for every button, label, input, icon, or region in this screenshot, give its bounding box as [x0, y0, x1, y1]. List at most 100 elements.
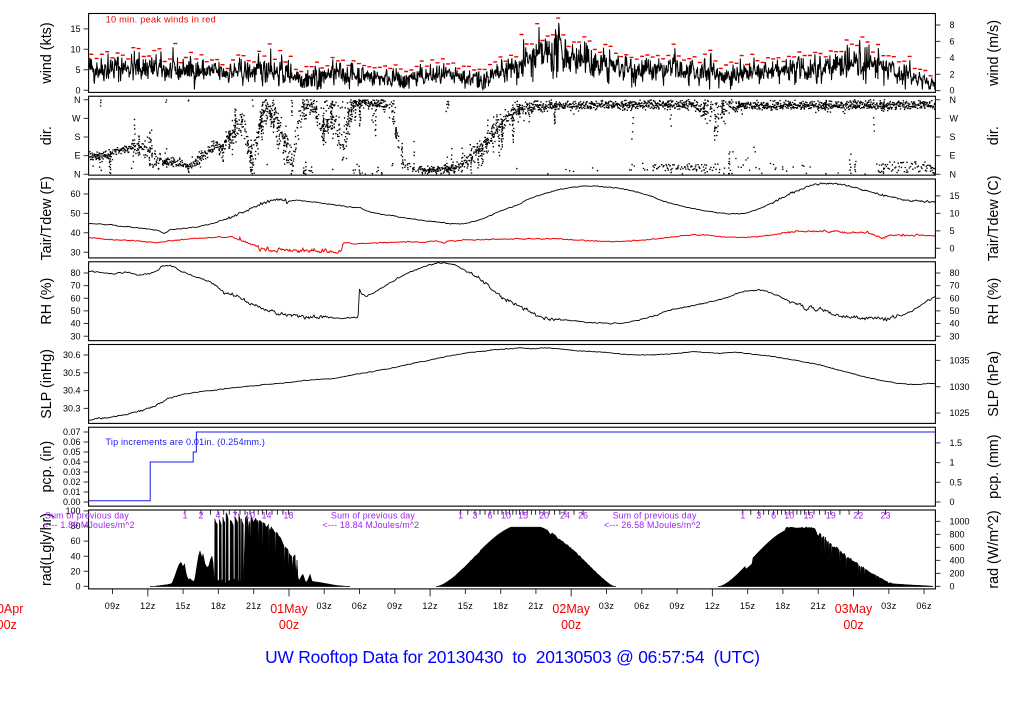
svg-text:00z: 00z	[843, 618, 863, 632]
svg-text:01May: 01May	[270, 602, 308, 616]
svg-text:6: 6	[771, 511, 776, 521]
svg-text:8: 8	[950, 20, 955, 30]
svg-text:09z: 09z	[387, 601, 403, 611]
svg-text:wind (m/s): wind (m/s)	[986, 20, 1002, 87]
svg-text:0.01: 0.01	[63, 487, 81, 497]
svg-text:22: 22	[853, 511, 863, 521]
svg-text:06z: 06z	[916, 601, 932, 611]
svg-text:18z: 18z	[211, 601, 227, 611]
svg-text:10: 10	[501, 511, 511, 521]
svg-text:1025: 1025	[950, 408, 970, 418]
svg-text:1035: 1035	[950, 356, 970, 366]
svg-text:4: 4	[950, 53, 955, 63]
svg-text:50: 50	[70, 209, 80, 219]
svg-text:12z: 12z	[422, 601, 438, 611]
svg-text:0.06: 0.06	[63, 437, 81, 447]
svg-text:rad (W/m^2): rad (W/m^2)	[986, 510, 1002, 588]
svg-text:03z: 03z	[599, 601, 615, 611]
svg-text:50: 50	[70, 306, 80, 316]
svg-text:2: 2	[198, 511, 203, 521]
svg-text:SLP (hPa): SLP (hPa)	[986, 351, 1002, 417]
svg-text:12z: 12z	[140, 601, 156, 611]
svg-text:50: 50	[950, 306, 960, 316]
svg-text:03z: 03z	[316, 601, 332, 611]
svg-text:pcp. (mm): pcp. (mm)	[986, 435, 1002, 499]
svg-text:15: 15	[803, 511, 813, 521]
svg-text:60: 60	[950, 293, 960, 303]
svg-text:dir.: dir.	[986, 126, 1002, 145]
svg-text:0.05: 0.05	[63, 447, 81, 457]
svg-text:70: 70	[950, 281, 960, 291]
svg-text:60: 60	[70, 189, 80, 199]
svg-text:1: 1	[740, 511, 745, 521]
svg-text:30: 30	[70, 331, 80, 341]
svg-text:0.03: 0.03	[63, 467, 81, 477]
svg-text:40: 40	[70, 228, 80, 238]
svg-text:00z: 00z	[561, 618, 581, 632]
svg-text:100: 100	[65, 506, 80, 516]
svg-text:15z: 15z	[458, 601, 474, 611]
svg-text:30: 30	[70, 247, 80, 257]
svg-text:15z: 15z	[175, 601, 191, 611]
svg-text:30.5: 30.5	[63, 368, 81, 378]
svg-text:15: 15	[950, 191, 960, 201]
svg-text:80: 80	[950, 268, 960, 278]
svg-text:30: 30	[950, 331, 960, 341]
svg-text:60: 60	[70, 536, 80, 546]
svg-text:00z: 00z	[0, 618, 17, 632]
svg-text:S: S	[950, 132, 956, 142]
svg-text:2: 2	[950, 69, 955, 79]
svg-text:Tip increments are 0.01in. (0.: Tip increments are 0.01in. (0.254mm.)	[106, 437, 266, 447]
svg-text:10: 10	[950, 209, 960, 219]
svg-text:0.04: 0.04	[63, 457, 81, 467]
svg-text:26: 26	[578, 511, 588, 521]
svg-text:20: 20	[70, 566, 80, 576]
svg-text:40: 40	[70, 551, 80, 561]
svg-text:UW Rooftop Data for 20130430: UW Rooftop Data for 20130430 to 20130503…	[265, 647, 760, 667]
svg-text:0.5: 0.5	[950, 477, 963, 487]
svg-text:Tair/Tdew (C): Tair/Tdew (C)	[986, 176, 1002, 262]
svg-text:21z: 21z	[810, 601, 826, 611]
svg-text:30Apr: 30Apr	[0, 602, 23, 616]
svg-text:RH (%): RH (%)	[39, 278, 55, 325]
svg-text:0: 0	[75, 85, 80, 95]
svg-text:20: 20	[539, 511, 549, 521]
svg-text:1000: 1000	[950, 517, 970, 527]
svg-text:23: 23	[880, 511, 890, 521]
svg-text:5: 5	[75, 65, 80, 75]
svg-text:0.07: 0.07	[63, 427, 81, 437]
svg-text:03May: 03May	[835, 602, 873, 616]
svg-text:15: 15	[70, 24, 80, 34]
svg-text:200: 200	[950, 569, 965, 579]
svg-text:0: 0	[950, 582, 955, 592]
svg-text:600: 600	[950, 543, 965, 553]
svg-text:18: 18	[283, 511, 293, 521]
svg-text:3: 3	[472, 511, 477, 521]
svg-text:400: 400	[950, 556, 965, 566]
svg-text:06z: 06z	[352, 601, 368, 611]
svg-text:21z: 21z	[246, 601, 262, 611]
svg-text:800: 800	[950, 530, 965, 540]
svg-text:1.5: 1.5	[950, 438, 963, 448]
svg-text:Sum of previous day: Sum of previous day	[613, 510, 697, 520]
svg-text:Sum of previous day: Sum of previous day	[45, 510, 129, 520]
svg-text:0.00: 0.00	[63, 497, 81, 507]
svg-text:14: 14	[261, 511, 271, 521]
svg-text:80: 80	[70, 521, 80, 531]
svg-text:30.6: 30.6	[63, 350, 81, 360]
svg-text:1: 1	[182, 511, 187, 521]
svg-text:6: 6	[950, 37, 955, 47]
svg-text:0: 0	[950, 497, 955, 507]
svg-text:06z: 06z	[634, 601, 650, 611]
svg-text:15: 15	[518, 511, 528, 521]
svg-text:Sum of previous day: Sum of previous day	[331, 510, 415, 520]
svg-text:wind (kts): wind (kts)	[39, 22, 55, 84]
svg-text:40: 40	[950, 319, 960, 329]
svg-text:6: 6	[487, 511, 492, 521]
svg-text:W: W	[950, 114, 959, 124]
svg-text:18z: 18z	[775, 601, 791, 611]
svg-text:24: 24	[560, 511, 570, 521]
svg-text:10: 10	[245, 511, 255, 521]
svg-text:70: 70	[70, 281, 80, 291]
svg-text:0: 0	[950, 86, 955, 96]
